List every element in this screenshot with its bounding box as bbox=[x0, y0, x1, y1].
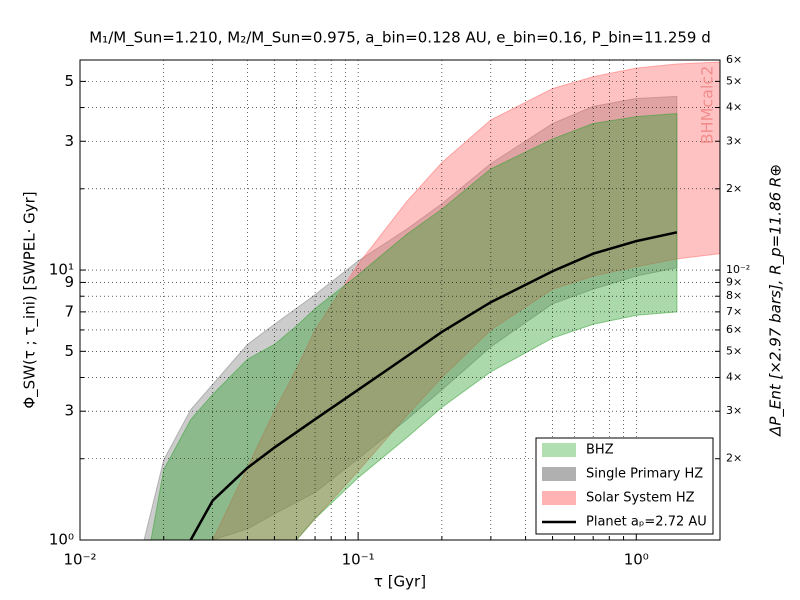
y-tick-label: 7 bbox=[64, 302, 74, 320]
chart-title: M₁/M_Sun=1.210, M₂/M_Sun=0.975, a_bin=0.… bbox=[89, 29, 711, 48]
y2-tick-label: 6× bbox=[726, 323, 742, 336]
y2-tick-label: 2× bbox=[726, 452, 742, 465]
y2-tick-label: 10⁻² bbox=[726, 263, 750, 276]
y2-tick-label: 4× bbox=[726, 101, 742, 114]
legend-label: Single Primary HZ bbox=[586, 467, 703, 482]
y-tick-label: 10¹ bbox=[49, 261, 74, 279]
mask-left bbox=[0, 60, 80, 540]
y-tick-label: 9 bbox=[64, 273, 74, 291]
legend-swatch bbox=[542, 443, 576, 457]
y2-tick-label: 9× bbox=[726, 275, 742, 288]
line bbox=[189, 231, 678, 541]
y2-tick-label: 7× bbox=[726, 305, 742, 318]
y-tick-label: 3 bbox=[64, 132, 74, 150]
legend-label: Planet aₚ=2.72 AU bbox=[586, 515, 707, 530]
plot-area bbox=[0, 60, 800, 560]
mask-bottom bbox=[0, 540, 800, 560]
y2-tick-label: 8× bbox=[726, 289, 742, 302]
y-axis-label: Φ_SW(τ ; τ_ini) [SWPEL· Gyr] bbox=[21, 191, 40, 408]
y2-tick-label: 5× bbox=[726, 74, 742, 87]
legend-label: Solar System HZ bbox=[586, 491, 695, 506]
y-tick-label: 5 bbox=[64, 72, 74, 90]
legend-label: BHZ bbox=[586, 443, 614, 458]
y2-tick-label: 3× bbox=[726, 404, 742, 417]
y-tick-label: 10⁰ bbox=[49, 531, 74, 549]
y2-tick-label: 6× bbox=[726, 53, 742, 66]
x-tick-label: 10⁻² bbox=[63, 551, 96, 569]
plot-frame bbox=[79, 59, 721, 541]
x-axis-label: τ [Gyr] bbox=[374, 573, 426, 591]
y2-tick-label: 5× bbox=[726, 344, 742, 357]
y2-tick-label: 2× bbox=[726, 182, 742, 195]
y2-axis-label: ΔP_Ent [×2.97 bars], R_p=11.86 R⊕ bbox=[767, 164, 786, 437]
x-tick-label: 10⁰ bbox=[624, 551, 649, 569]
legend-swatch bbox=[542, 467, 576, 481]
x-tick-label: 10⁻¹ bbox=[342, 551, 375, 569]
y2-tick-label: 4× bbox=[726, 370, 742, 383]
legend-swatch bbox=[542, 491, 576, 505]
y2-tick-label: 3× bbox=[726, 134, 742, 147]
watermark: BHMcalc2 bbox=[698, 66, 717, 145]
y-tick-label: 5 bbox=[64, 342, 74, 360]
y-tick-label: 3 bbox=[64, 402, 74, 420]
